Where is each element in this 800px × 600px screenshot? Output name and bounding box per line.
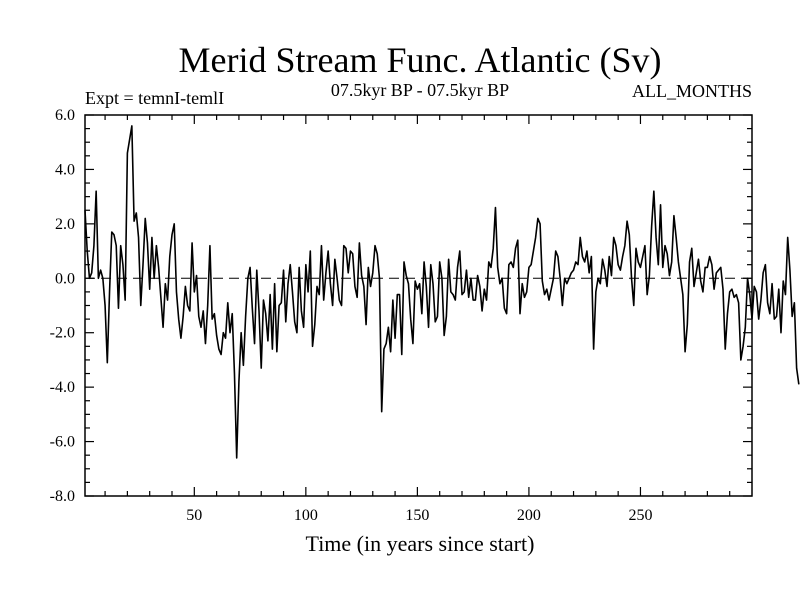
y-tick-label: -4.0 bbox=[50, 379, 75, 396]
y-tick-label: 6.0 bbox=[55, 107, 75, 124]
x-tick-label: 200 bbox=[517, 507, 541, 524]
x-tick-label: 50 bbox=[186, 507, 202, 524]
y-tick-label: -8.0 bbox=[50, 488, 75, 505]
chart-subtitle-center: 07.5kyr BP - 07.5kyr BP bbox=[331, 80, 509, 100]
chart-subtitle-right: ALL_MONTHS bbox=[632, 81, 752, 101]
y-tick-label: -2.0 bbox=[50, 325, 75, 342]
chart-title: Merid Stream Func. Atlantic (Sv) bbox=[179, 40, 662, 80]
y-tick-label: 2.0 bbox=[55, 216, 75, 233]
x-tick-label: 250 bbox=[628, 507, 652, 524]
series-line bbox=[84, 125, 800, 459]
y-tick-label: 0.0 bbox=[55, 270, 75, 287]
axis-tick-labels: 6.0 4.0 2.0 0.0 -2.0 -4.0 -6.0 -8.0 50 100 150 200 2… bbox=[50, 107, 653, 524]
x-axis-label: Time (in years since start) bbox=[306, 531, 535, 556]
x-tick-label: 100 bbox=[294, 507, 318, 524]
x-tick-label: 150 bbox=[405, 507, 429, 524]
plot-frame bbox=[84, 114, 753, 497]
plot-area bbox=[84, 114, 800, 497]
y-tick-label: -6.0 bbox=[50, 434, 75, 451]
y-tick-label: 4.0 bbox=[55, 161, 75, 178]
axis-ticks bbox=[85, 114, 752, 497]
chart-subtitle-left: Expt = temnI-temlI bbox=[85, 88, 224, 108]
